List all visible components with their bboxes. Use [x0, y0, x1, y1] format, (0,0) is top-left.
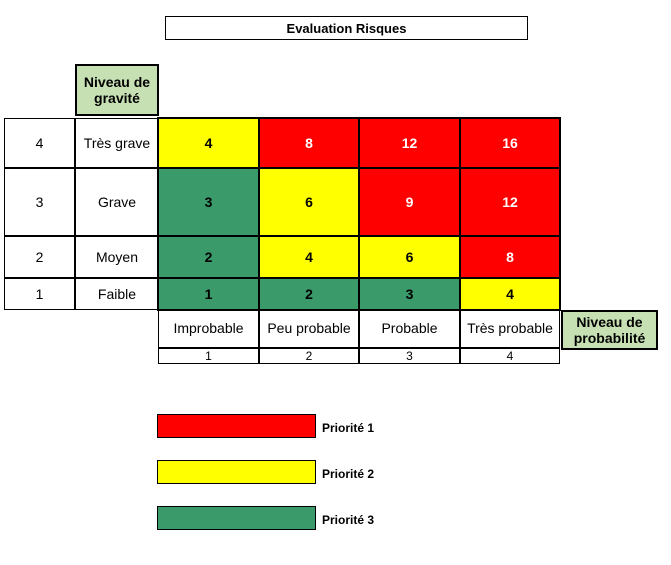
- gravity-level-header: Niveau de gravité: [75, 64, 159, 116]
- matrix-row-divider: [158, 167, 560, 169]
- probability-col-label: Peu probable: [259, 310, 359, 348]
- matrix-cell: 4: [259, 236, 359, 278]
- legend-swatch: [157, 414, 316, 438]
- matrix-col-divider: [459, 118, 461, 310]
- matrix-cell: 1: [158, 278, 259, 310]
- legend-label: Priorité 2: [322, 467, 375, 481]
- legend-swatch: [157, 460, 316, 484]
- probability-level-header: Niveau de probabilité: [561, 310, 658, 350]
- matrix-cell: 12: [359, 118, 460, 168]
- matrix-cell: 2: [158, 236, 259, 278]
- matrix-cell: 2: [259, 278, 359, 310]
- probability-col-number: 2: [259, 348, 359, 364]
- matrix-cell: 8: [460, 236, 560, 278]
- gravity-row-number: 2: [4, 236, 75, 278]
- legend-swatch: [157, 506, 316, 530]
- gravity-row-label: Moyen: [75, 236, 159, 278]
- matrix-cell: 4: [158, 118, 259, 168]
- page-title: Evaluation Risques: [165, 16, 528, 40]
- matrix-row-divider: [158, 235, 560, 237]
- matrix-cell: 6: [259, 168, 359, 236]
- matrix-row-divider: [158, 277, 560, 279]
- matrix-cell: 6: [359, 236, 460, 278]
- gravity-row-label: Très grave: [75, 118, 159, 168]
- probability-col-number: 1: [158, 348, 259, 364]
- gravity-row-number: 3: [4, 168, 75, 236]
- matrix-cell: 3: [359, 278, 460, 310]
- gravity-row-number: 4: [4, 118, 75, 168]
- probability-col-label: Très probable: [460, 310, 560, 348]
- probability-col-number: 3: [359, 348, 460, 364]
- matrix-col-divider: [258, 118, 260, 310]
- legend-label: Priorité 1: [322, 421, 375, 435]
- gravity-row-label: Faible: [75, 278, 159, 310]
- gravity-row-number: 1: [4, 278, 75, 310]
- matrix-col-divider: [358, 118, 360, 310]
- probability-col-number: 4: [460, 348, 560, 364]
- matrix-cell: 8: [259, 118, 359, 168]
- legend-label: Priorité 3: [322, 513, 375, 527]
- matrix-cell: 12: [460, 168, 560, 236]
- gravity-row-label: Grave: [75, 168, 159, 236]
- matrix-cell: 16: [460, 118, 560, 168]
- probability-col-label: Improbable: [158, 310, 259, 348]
- matrix-cell: 3: [158, 168, 259, 236]
- matrix-cell: 4: [460, 278, 560, 310]
- matrix-cell: 9: [359, 168, 460, 236]
- probability-col-label: Probable: [359, 310, 460, 348]
